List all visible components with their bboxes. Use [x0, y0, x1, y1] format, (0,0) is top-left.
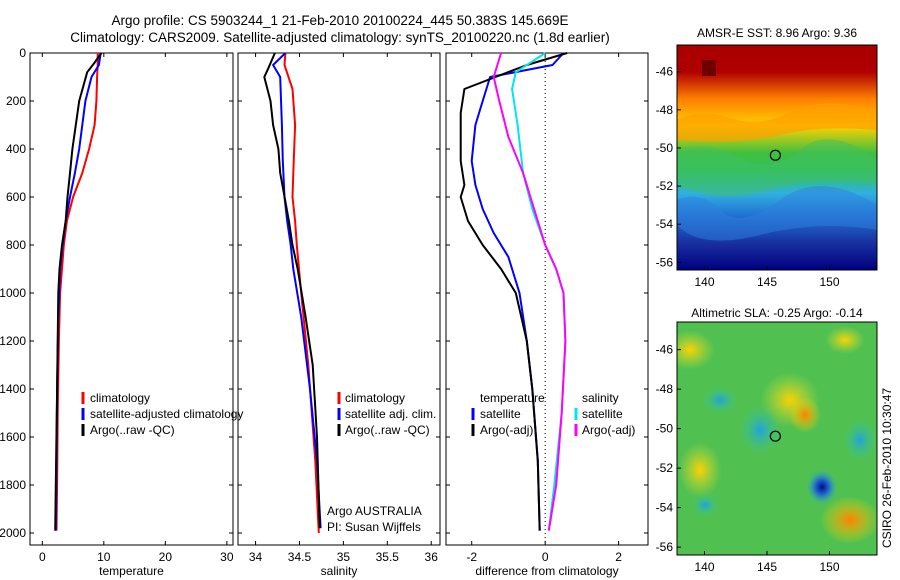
sst-map-title: AMSR-E SST: 8.96 Argo: 9.36 — [697, 26, 857, 40]
legend-label: satellite — [480, 407, 521, 421]
y-tick-label: 2000 — [0, 526, 26, 540]
y-tick-label: -52 — [656, 461, 674, 475]
series-line — [54, 52, 103, 531]
x-tick-label: 150 — [819, 275, 839, 289]
sst-map-image — [677, 45, 877, 270]
y-tick-label: 200 — [6, 94, 26, 108]
series-line — [459, 52, 568, 531]
x-tick-label: 36 — [425, 550, 439, 564]
y-tick-label: -54 — [656, 217, 674, 231]
x-axis-label: salinity — [321, 564, 358, 578]
x-tick-label: 145 — [757, 275, 777, 289]
y-tick-label: -54 — [656, 501, 674, 515]
map-frame — [676, 321, 878, 556]
sst-map-axes: 140 145 150 -46 -48 -50 -52 -54 -56 — [656, 44, 878, 289]
y-tick-label: -52 — [656, 179, 674, 193]
panel-frame — [29, 52, 234, 546]
legend-label: satellite — [582, 407, 623, 421]
y-tick-label: 600 — [6, 190, 26, 204]
x-tick-label: 35.5 — [376, 550, 400, 564]
y-tick-label: -48 — [656, 103, 674, 117]
y-tick-label: 1000 — [0, 286, 26, 300]
argo-location-marker — [769, 430, 781, 442]
y-tick-label: -56 — [656, 540, 674, 554]
annotation-text: Argo AUSTRALIA — [327, 504, 422, 518]
x-tick-label: 20 — [159, 550, 173, 564]
y-tick-label: -46 — [656, 65, 674, 79]
credit-label: CSIRO 26-Feb-2010 10:30:47 — [880, 388, 894, 548]
legend-heading-temperature: temperature — [480, 391, 545, 405]
legend-heading-salinity: salinity — [582, 391, 619, 405]
legend-label: Argo(..raw -QC) — [345, 423, 430, 437]
panel-frame — [237, 52, 441, 546]
x-tick-label: 0 — [39, 550, 46, 564]
argo-location-marker — [769, 149, 781, 161]
y-tick-label: 1800 — [0, 478, 26, 492]
sla-map-image — [677, 322, 877, 555]
x-tick-label: 140 — [694, 275, 714, 289]
x-tick-label: 150 — [819, 560, 839, 574]
series-line — [492, 52, 567, 531]
sla-map-title: Altimetric SLA: -0.25 Argo: -0.14 — [691, 306, 863, 320]
y-tick-label: -50 — [656, 141, 674, 155]
panel-temperature: 0 10 20 30 0 200 400 600 800 1000 1200 1400 1600 1800… — [0, 46, 243, 578]
x-tick-label: 34.5 — [288, 550, 312, 564]
legend-label: Argo(..raw -QC) — [90, 423, 175, 437]
panel-frame — [445, 52, 649, 546]
x-axis-label: difference from climatology — [475, 564, 618, 578]
y-tick-label: -46 — [656, 343, 674, 357]
x-tick-label: 0 — [542, 550, 549, 564]
x-tick-label: -2 — [466, 550, 477, 564]
y-tick-label: 1600 — [0, 430, 26, 444]
y-tick-label: -56 — [656, 255, 674, 269]
series-line — [55, 53, 99, 531]
y-tick-label: 1200 — [0, 334, 26, 348]
x-tick-label: 2 — [615, 550, 622, 564]
annotation-text: PI: Susan Wijffels — [327, 520, 421, 534]
y-tick-label: 1400 — [0, 382, 26, 396]
x-tick-label: 30 — [220, 550, 234, 564]
x-tick-label: 145 — [757, 560, 777, 574]
sla-map-axes: 140 145 150 -46 -48 -50 -52 -54 -56 — [656, 321, 878, 574]
page-title-line1: Argo profile: CS 5903244_1 21-Feb-2010 2… — [111, 13, 569, 28]
y-tick-label: -50 — [656, 422, 674, 436]
legend-label: climatology — [90, 391, 150, 405]
series-line — [283, 52, 320, 534]
map-frame — [676, 44, 878, 271]
y-tick-label: 0 — [19, 46, 26, 60]
x-tick-label: 34 — [249, 550, 263, 564]
page-title-line2: Climatology: CARS2009. Satellite-adjuste… — [70, 30, 610, 45]
series-line — [272, 52, 322, 529]
legend-label: Argo(-adj) — [582, 423, 635, 437]
y-tick-label: 400 — [6, 142, 26, 156]
x-tick-label: 35 — [337, 550, 351, 564]
panel-salinity: 34 34.5 35 35.5 36 salinity climatology satelli… — [237, 52, 441, 578]
legend-label: satellite-adjusted climatology — [90, 407, 243, 421]
x-tick-label: 140 — [694, 560, 714, 574]
legend-label: Argo(-adj) — [480, 423, 533, 437]
series-line — [263, 52, 321, 529]
y-tick-label: 800 — [6, 238, 26, 252]
x-tick-label: 10 — [97, 550, 111, 564]
y-tick-label: -48 — [656, 382, 674, 396]
legend-label: climatology — [345, 391, 405, 405]
x-axis-label: temperature — [99, 564, 164, 578]
legend-label: satellite adj. clim. — [345, 407, 436, 421]
